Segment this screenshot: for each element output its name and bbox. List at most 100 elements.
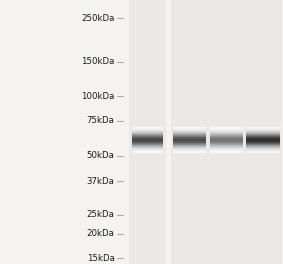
Bar <box>132 127 163 128</box>
Bar <box>173 139 206 140</box>
Bar <box>246 140 280 141</box>
Bar <box>246 127 281 128</box>
Bar <box>132 129 163 130</box>
Bar <box>246 137 280 138</box>
Bar <box>173 140 206 141</box>
Bar <box>246 133 280 134</box>
Bar <box>246 128 280 129</box>
Bar <box>210 129 243 130</box>
Bar <box>173 127 206 128</box>
Bar <box>173 137 206 138</box>
Bar <box>132 138 163 139</box>
Bar <box>173 135 206 136</box>
Bar <box>173 144 206 145</box>
Bar <box>210 147 243 148</box>
Bar <box>132 131 163 132</box>
Bar <box>246 129 280 130</box>
Bar <box>173 138 206 139</box>
Bar <box>132 139 163 140</box>
Bar <box>208 0 245 264</box>
Bar <box>246 152 280 153</box>
Bar <box>171 0 208 264</box>
Bar <box>132 135 163 136</box>
Bar <box>210 128 243 129</box>
Bar <box>173 149 206 150</box>
Text: 15kDa: 15kDa <box>87 254 115 263</box>
Bar <box>210 143 243 144</box>
Bar <box>245 0 282 264</box>
Text: 25kDa: 25kDa <box>87 210 115 219</box>
Bar <box>132 140 163 141</box>
Bar <box>246 150 280 151</box>
Bar <box>173 130 206 131</box>
Bar <box>173 142 206 143</box>
Bar <box>246 135 280 136</box>
Bar <box>210 137 243 138</box>
Bar <box>246 139 280 140</box>
Bar <box>173 148 206 149</box>
Bar <box>132 145 163 146</box>
Bar <box>246 146 280 147</box>
Text: 50kDa: 50kDa <box>87 151 115 160</box>
Text: 100kDa: 100kDa <box>81 92 115 101</box>
Bar <box>246 149 280 150</box>
Bar <box>132 130 163 131</box>
Bar <box>210 142 243 143</box>
Bar <box>132 150 163 151</box>
Bar <box>132 142 163 143</box>
Bar <box>132 146 163 147</box>
Bar <box>246 130 280 131</box>
Bar <box>246 132 280 133</box>
Bar <box>210 131 243 132</box>
Bar <box>210 136 243 137</box>
Bar <box>132 128 163 129</box>
Bar <box>132 137 163 138</box>
Bar <box>210 144 243 145</box>
Bar <box>210 134 243 135</box>
Bar <box>173 145 206 146</box>
Bar <box>173 131 206 132</box>
Bar <box>132 144 163 145</box>
Bar <box>173 141 206 142</box>
Bar <box>246 148 280 149</box>
Bar <box>132 143 163 144</box>
Bar <box>173 147 206 148</box>
Bar <box>246 144 280 145</box>
Text: 20kDa: 20kDa <box>87 229 115 238</box>
Bar <box>132 134 163 135</box>
Bar <box>132 137 163 138</box>
Bar <box>210 152 243 153</box>
Bar <box>210 130 243 131</box>
Text: 37kDa: 37kDa <box>87 177 115 186</box>
Bar <box>173 132 206 133</box>
Bar <box>132 132 163 133</box>
Bar <box>210 146 243 147</box>
Bar <box>132 141 163 142</box>
Bar <box>210 133 243 134</box>
Bar <box>210 140 243 141</box>
Bar <box>210 135 243 136</box>
Text: 250kDa: 250kDa <box>81 14 115 23</box>
Bar <box>173 129 206 130</box>
Text: 150kDa: 150kDa <box>81 57 115 66</box>
Bar <box>132 148 163 149</box>
Bar <box>210 151 243 152</box>
Bar <box>210 150 243 151</box>
Text: 75kDa: 75kDa <box>87 116 115 125</box>
Bar <box>132 133 163 134</box>
Bar <box>173 128 206 129</box>
Bar <box>246 131 280 132</box>
Bar <box>173 134 206 135</box>
Bar <box>246 136 280 137</box>
Bar <box>246 137 280 138</box>
Bar <box>246 134 280 135</box>
Bar <box>210 132 243 133</box>
Bar <box>210 145 243 146</box>
Bar <box>210 149 243 150</box>
Bar <box>246 147 280 148</box>
Bar <box>210 148 243 149</box>
Bar <box>210 141 243 142</box>
Bar <box>173 136 206 137</box>
Bar <box>210 138 243 139</box>
Bar <box>132 152 163 153</box>
